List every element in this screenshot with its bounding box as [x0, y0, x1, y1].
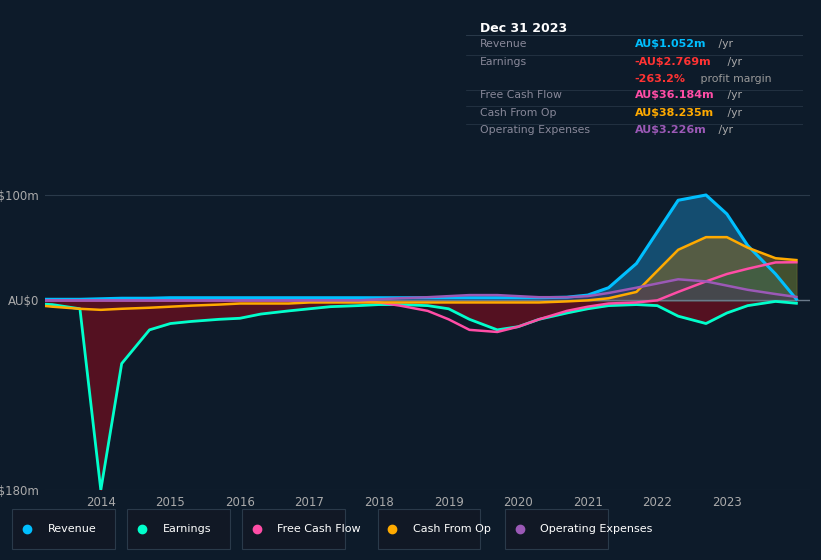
Text: Earnings: Earnings	[479, 57, 527, 67]
Text: /yr: /yr	[715, 39, 733, 49]
Text: -263.2%: -263.2%	[635, 73, 686, 83]
Text: Earnings: Earnings	[163, 524, 211, 534]
Text: -AU$2.769m: -AU$2.769m	[635, 57, 711, 67]
Text: /yr: /yr	[724, 108, 742, 118]
FancyBboxPatch shape	[505, 509, 608, 549]
Text: AU$36.184m: AU$36.184m	[635, 90, 714, 100]
FancyBboxPatch shape	[12, 509, 115, 549]
FancyBboxPatch shape	[127, 509, 230, 549]
Text: AU$3.226m: AU$3.226m	[635, 125, 706, 135]
Text: Operating Expenses: Operating Expenses	[479, 125, 589, 135]
Text: Operating Expenses: Operating Expenses	[540, 524, 653, 534]
Text: Free Cash Flow: Free Cash Flow	[479, 90, 562, 100]
Text: profit margin: profit margin	[697, 73, 772, 83]
Text: Free Cash Flow: Free Cash Flow	[277, 524, 361, 534]
Text: /yr: /yr	[724, 57, 742, 67]
Text: /yr: /yr	[715, 125, 733, 135]
Text: /yr: /yr	[724, 90, 742, 100]
Text: Cash From Op: Cash From Op	[479, 108, 557, 118]
FancyBboxPatch shape	[242, 509, 345, 549]
Text: Revenue: Revenue	[479, 39, 527, 49]
Text: Dec 31 2023: Dec 31 2023	[479, 21, 567, 35]
Text: AU$38.235m: AU$38.235m	[635, 108, 713, 118]
FancyBboxPatch shape	[378, 509, 480, 549]
Text: Cash From Op: Cash From Op	[413, 524, 491, 534]
Text: AU$1.052m: AU$1.052m	[635, 39, 706, 49]
Text: Revenue: Revenue	[48, 524, 96, 534]
